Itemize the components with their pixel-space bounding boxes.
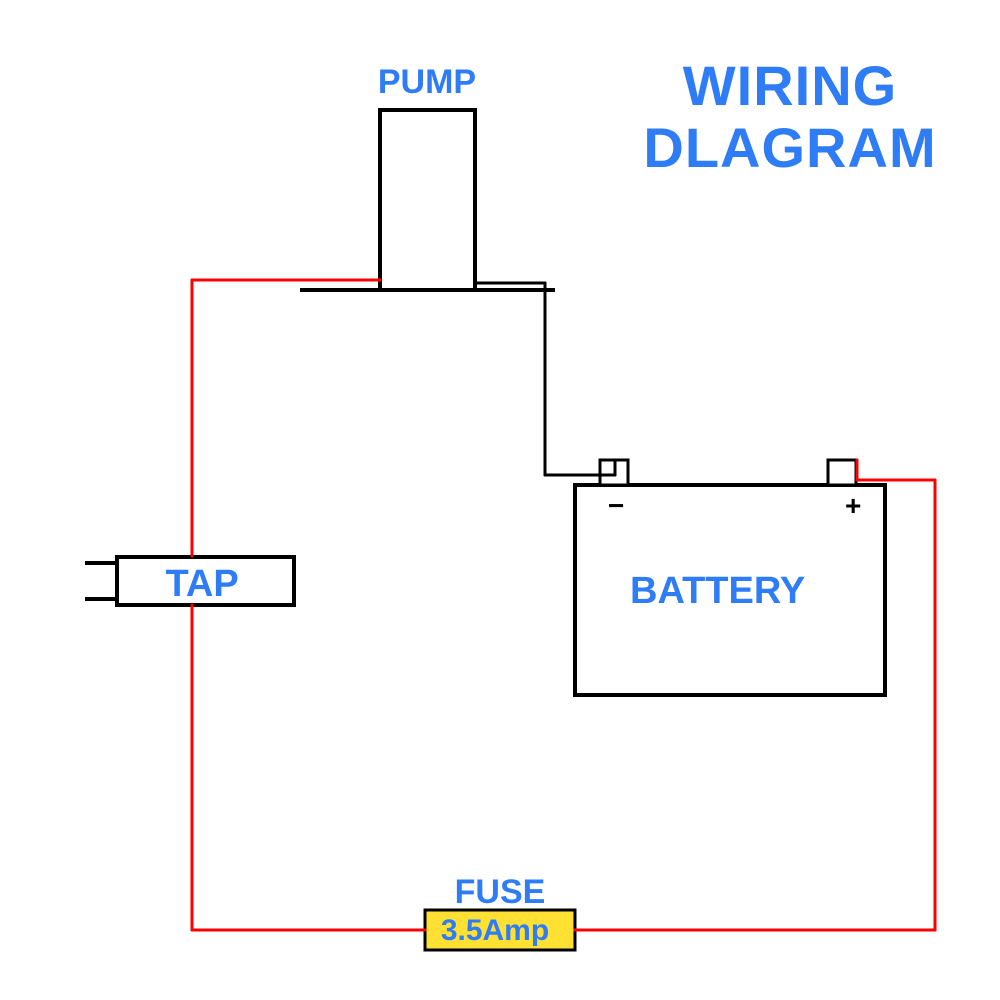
pump-label: PUMP bbox=[327, 63, 527, 102]
fuse-label: FUSE bbox=[400, 873, 600, 912]
svg-text:+: + bbox=[845, 490, 861, 521]
tap-label: TAP bbox=[166, 563, 239, 606]
fuse-value: 3.5Amp bbox=[395, 914, 595, 948]
battery-label: BATTERY bbox=[630, 570, 805, 613]
diagram-title: WIRINGDLAGRAM bbox=[620, 55, 960, 178]
svg-text:−: − bbox=[608, 490, 624, 521]
